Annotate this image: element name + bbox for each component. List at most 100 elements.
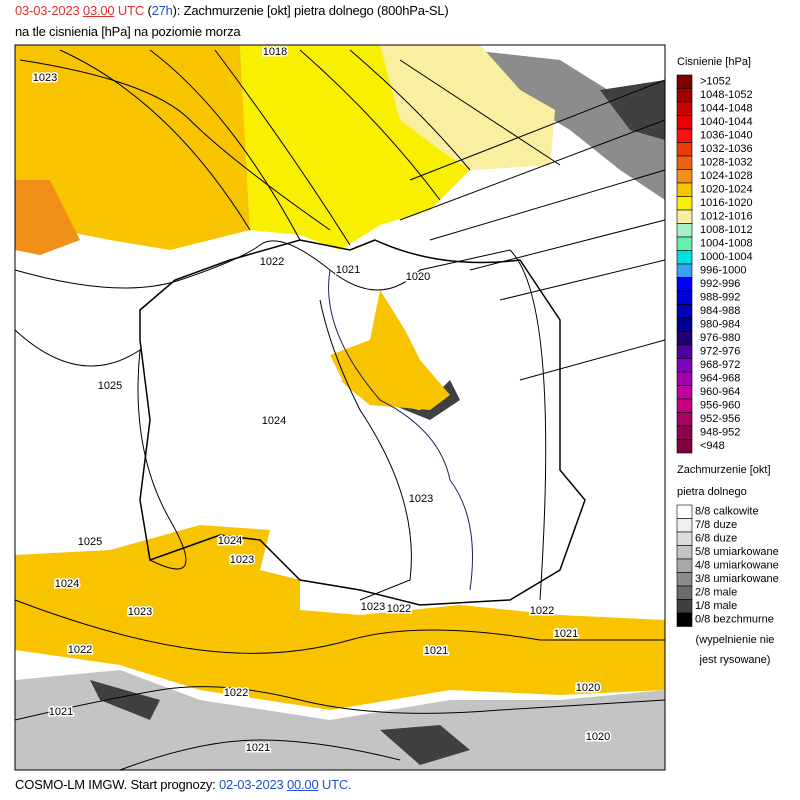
legend-label: 5/8 umiarkowane xyxy=(695,546,779,558)
legend-label: 960-964 xyxy=(700,386,740,398)
legend-swatch xyxy=(676,88,693,103)
legend-label: 4/8 umiarkowane xyxy=(695,560,779,572)
pressure-fill xyxy=(330,290,450,410)
isobar xyxy=(319,299,412,601)
legend-swatch xyxy=(676,142,693,157)
legend-swatch xyxy=(676,371,693,386)
legend-swatch xyxy=(676,128,693,143)
legend-label: 948-952 xyxy=(700,427,740,439)
isobar xyxy=(349,49,471,171)
legend-label: 988-992 xyxy=(700,292,740,304)
legend-swatch xyxy=(676,558,693,573)
legend-swatch xyxy=(676,545,693,560)
isobar-label: 1023 xyxy=(128,606,152,618)
legend-swatch xyxy=(676,263,693,278)
isobar-label: 1023 xyxy=(409,493,433,505)
legend-swatch xyxy=(676,344,693,359)
isobar-label: 1024 xyxy=(262,415,286,427)
isobar-label: 1021 xyxy=(424,645,448,657)
legend-swatch xyxy=(676,412,693,427)
isobar-label: 1022 xyxy=(68,644,92,656)
pressure-fill xyxy=(380,45,555,170)
legend-label: 2/8 male xyxy=(695,587,737,599)
legend-label: 0/8 bezchmurne xyxy=(695,614,774,626)
isobar xyxy=(499,259,666,301)
text-part: 27h xyxy=(151,3,173,18)
header-line1: 03-03-2023 03.00 UTC (27h): Zachmurzenie… xyxy=(15,3,449,18)
legend-swatch xyxy=(676,531,693,546)
isobar xyxy=(399,119,666,221)
isobars xyxy=(14,49,666,771)
legend: Cisnienie [hPa]>10521048-10521044-104810… xyxy=(676,56,779,666)
isobar-label: 1022 xyxy=(387,603,411,615)
border xyxy=(139,239,586,606)
legend-swatch xyxy=(676,115,693,130)
isobar xyxy=(519,339,666,381)
legend-label: 1036-1040 xyxy=(700,130,753,142)
legend-swatch xyxy=(676,196,693,211)
cloud-patch xyxy=(380,725,470,765)
isobar-label: 1020 xyxy=(586,731,610,743)
legend-swatch xyxy=(676,101,693,116)
legend-swatch xyxy=(676,572,693,587)
legend-swatch xyxy=(676,398,693,413)
legend-label: 1040-1044 xyxy=(700,116,753,128)
legend-note: jest rysowane) xyxy=(699,654,771,666)
isobar-label: 1021 xyxy=(336,264,360,276)
isobar xyxy=(429,169,666,241)
isobar xyxy=(59,49,251,231)
legend-label: 980-984 xyxy=(700,319,740,331)
legend-label: 968-972 xyxy=(700,359,740,371)
legend-label: 3/8 umiarkowane xyxy=(695,573,779,585)
legend-label: 1024-1028 xyxy=(700,170,753,182)
legend-label: >1052 xyxy=(700,76,731,88)
isobar xyxy=(14,686,666,721)
legend-label: 1016-1020 xyxy=(700,197,753,209)
isobar-label: 1024 xyxy=(55,578,79,590)
text-part: ( xyxy=(147,3,152,18)
legend-swatch xyxy=(676,504,693,519)
legend-swatch xyxy=(676,169,693,184)
legend-swatch xyxy=(676,585,693,600)
map-background xyxy=(15,45,665,770)
legend-label: 1008-1012 xyxy=(700,224,753,236)
legend-label: 964-968 xyxy=(700,373,740,385)
legend-swatch xyxy=(676,331,693,346)
legend-swatch xyxy=(676,385,693,400)
text-part: UTC xyxy=(117,3,145,18)
legend-label: 8/8 calkowite xyxy=(695,506,759,518)
isobar-label: 1023 xyxy=(33,72,57,84)
legend-label: 6/8 duze xyxy=(695,533,737,545)
legend-note: (wypelnienie nie xyxy=(696,634,775,646)
text-part: UTC. xyxy=(321,777,352,792)
cloud-patch xyxy=(600,80,665,140)
legend-swatch xyxy=(676,358,693,373)
isobar-label: 1022 xyxy=(260,256,284,268)
footer: COSMO-LM IMGW. Start prognozy: 02-03-202… xyxy=(15,777,352,792)
legend-swatch xyxy=(676,182,693,197)
legend-label: 1000-1004 xyxy=(700,251,753,263)
isobar xyxy=(214,49,351,246)
isobar-label: 1018 xyxy=(263,46,287,58)
legend-swatch xyxy=(676,439,693,454)
isobar-label: 1024 xyxy=(218,535,242,547)
isobar-label: 1021 xyxy=(554,628,578,640)
legend-label: 1004-1008 xyxy=(700,238,753,250)
isobar xyxy=(14,329,187,570)
text-part: 00.00 xyxy=(286,777,319,792)
legend-label: 952-956 xyxy=(700,413,740,425)
river xyxy=(328,269,473,591)
legend-swatch xyxy=(676,612,693,627)
legend-label: 984-988 xyxy=(700,305,740,317)
cloud-patch xyxy=(340,380,460,420)
isobar-label: 1023 xyxy=(230,554,254,566)
text-part: ): Zachmurzenie [okt] pietra dolnego (80… xyxy=(172,3,449,18)
legend-label: 1/8 male xyxy=(695,600,737,612)
isobar xyxy=(14,599,665,654)
isobar-label: 1023 xyxy=(361,601,385,613)
legend-swatch xyxy=(676,236,693,251)
legend-label: 1012-1016 xyxy=(700,211,753,223)
legend-label: 7/8 duze xyxy=(695,519,737,531)
cloud-patch xyxy=(470,50,665,200)
